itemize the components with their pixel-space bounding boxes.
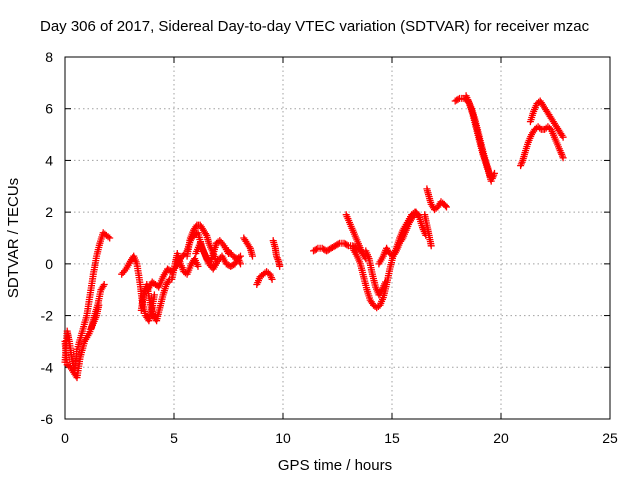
series-segment [74, 229, 114, 351]
y-axis-title: SDTVAR / TECUs [5, 178, 22, 298]
data-point-markers [87, 281, 108, 332]
data-point-markers [375, 208, 430, 268]
y-tick-label: -6 [41, 411, 54, 427]
series-segment [526, 97, 567, 141]
data-point-markers [517, 123, 567, 170]
x-tick-label: 10 [275, 430, 291, 446]
series-segment [462, 92, 495, 185]
y-tick-label: 8 [45, 49, 53, 65]
series-segment [362, 247, 389, 299]
y-tick-label: -2 [41, 308, 54, 324]
series-segment [168, 250, 202, 283]
data-point-markers [342, 211, 370, 263]
series-segment [421, 211, 435, 250]
data-point-markers [462, 92, 495, 185]
chart-title: Day 306 of 2017, Sidereal Day-to-day VTE… [40, 18, 590, 35]
plot-frame [64, 56, 611, 420]
series-segment [87, 281, 108, 332]
x-tick-label: 15 [384, 430, 400, 446]
x-tick-label: 20 [493, 430, 509, 446]
axis-ticks [64, 56, 611, 420]
series-segment [517, 123, 567, 170]
x-axis-title: GPS time / hours [278, 457, 392, 474]
x-axis-tick-labels: 0 5 10 15 20 25 [61, 430, 618, 446]
x-tick-label: 5 [170, 430, 178, 446]
data-point-markers [168, 250, 202, 283]
series-segment [375, 208, 430, 268]
series-segment [342, 211, 370, 263]
data-point-markers [253, 268, 276, 288]
y-tick-label: 4 [45, 152, 53, 168]
x-tick-label: 25 [602, 430, 618, 446]
y-tick-label: -4 [41, 359, 54, 375]
series-segment [118, 252, 158, 325]
data-point-markers [118, 252, 158, 325]
grid-lines [65, 57, 610, 419]
data-point-markers [362, 247, 389, 299]
series-segment [269, 237, 284, 270]
data-point-markers [240, 234, 256, 260]
y-axis-tick-labels: -6 -4 -2 0 2 4 6 8 [41, 49, 54, 427]
data-point-markers [137, 275, 174, 325]
data-point-markers [526, 97, 567, 141]
y-tick-label: 2 [45, 204, 53, 220]
x-tick-label: 0 [61, 430, 69, 446]
data-point-markers [269, 237, 284, 270]
series-segment [240, 234, 256, 260]
data-point-markers [423, 185, 450, 214]
series-segment [423, 185, 450, 214]
data-point-markers [74, 229, 114, 351]
series-segment [253, 268, 276, 288]
data-point-markers [421, 211, 435, 250]
data-series [61, 92, 567, 382]
series-segment [225, 247, 244, 263]
y-tick-label: 6 [45, 101, 53, 117]
data-point-markers [225, 247, 244, 263]
y-tick-label: 0 [45, 256, 53, 272]
series-segment [137, 275, 174, 325]
